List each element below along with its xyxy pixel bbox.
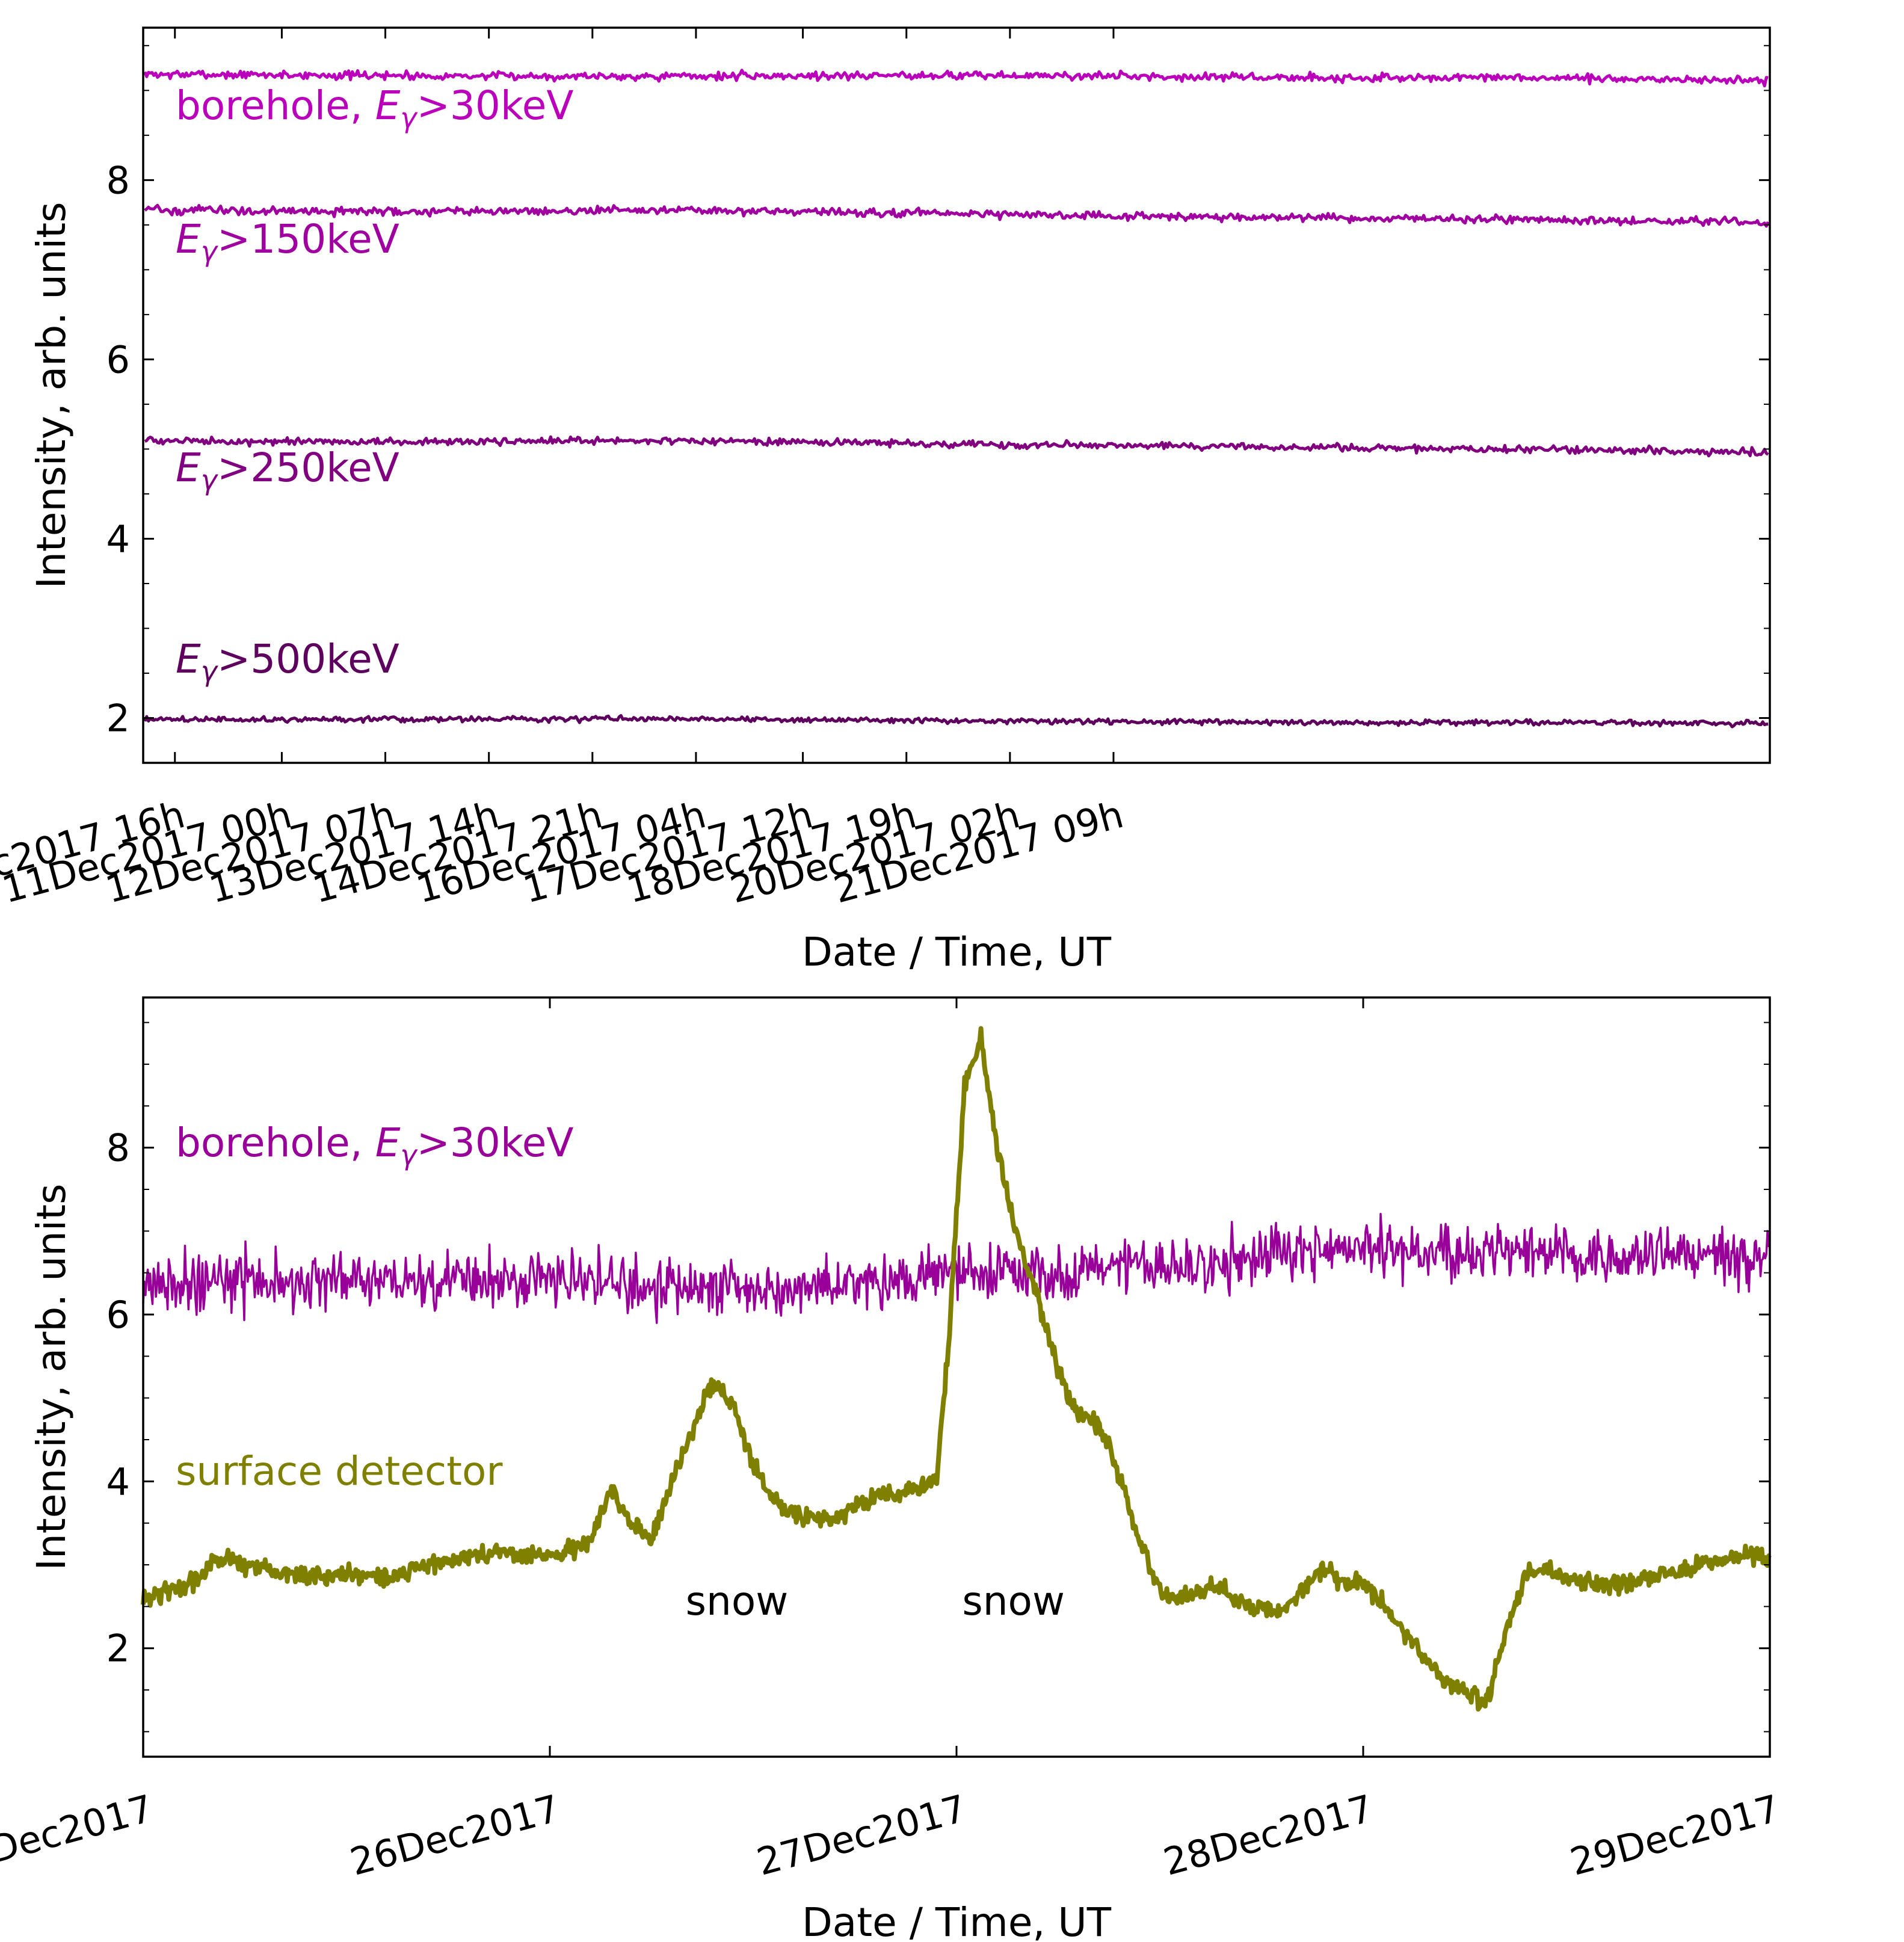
y-tick-label: 6 xyxy=(106,1293,130,1337)
y-axis-title: Intensity, arb. units xyxy=(28,1184,75,1571)
series-line xyxy=(144,203,1770,228)
x-axis-title: Date / Time, UT xyxy=(802,1899,1112,1942)
series-line xyxy=(143,69,1769,88)
x-tick-label: 25Dec2017 xyxy=(0,1786,158,1884)
snow-annotation: snow xyxy=(686,1578,789,1624)
y-tick-label: 4 xyxy=(106,1460,130,1503)
axes-frame xyxy=(142,996,1771,1758)
snow-annotation: snow xyxy=(962,1578,1065,1624)
x-tick-label: 29Dec2017 xyxy=(1565,1786,1784,1884)
series-line xyxy=(141,1026,1772,1712)
x-tick-label: 27Dec2017 xyxy=(752,1786,970,1884)
series-label: Eγ>500keV xyxy=(176,636,399,688)
series-line xyxy=(142,1213,1771,1324)
series-label: Eγ>250keV xyxy=(176,445,399,496)
y-tick-label: 6 xyxy=(106,338,130,381)
series-label: borehole, Eγ>30keV xyxy=(176,1120,574,1171)
x-tick-label: 26Dec2017 xyxy=(345,1786,564,1884)
series-label: borehole, Eγ>30keV xyxy=(176,82,574,134)
axes-frame xyxy=(142,26,1771,764)
series-label: surface detector xyxy=(176,1448,503,1494)
y-tick-label: 2 xyxy=(106,1627,130,1671)
y-tick-label: 8 xyxy=(106,1126,130,1170)
bottom-panel: 2 4 6 8 25Dec2017 26Dec2017 27Dec2017 28Dec2017… xyxy=(0,996,1784,1942)
series-label: Eγ>150keV xyxy=(176,216,399,268)
y-tick-label: 8 xyxy=(106,158,130,202)
x-axis-title: Date / Time, UT xyxy=(802,929,1112,975)
series-line xyxy=(143,714,1769,729)
y-tick-label: 4 xyxy=(106,517,130,561)
x-tick-label: 28Dec2017 xyxy=(1159,1786,1377,1884)
series-line xyxy=(144,435,1769,458)
y-axis-title: Intensity, arb. units xyxy=(28,202,75,589)
y-tick-label: 2 xyxy=(106,696,130,740)
